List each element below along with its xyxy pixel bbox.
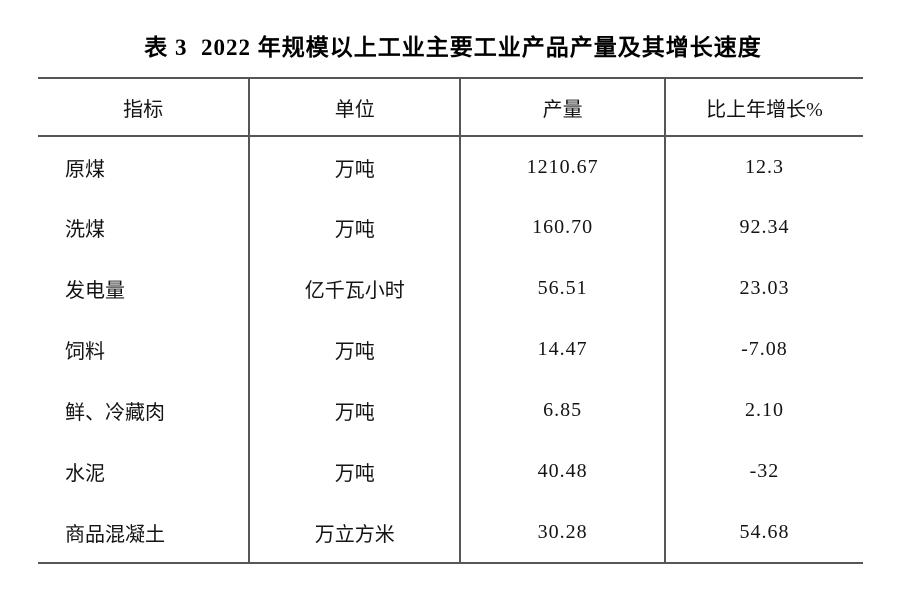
unit-cell: 万吨 bbox=[248, 136, 461, 197]
table-row: 商品混凝土 万立方米 30.28 54.68 bbox=[38, 502, 863, 563]
table-body: 原煤 万吨 1210.67 12.3 洗煤 万吨 160.70 92.34 发电… bbox=[38, 136, 863, 563]
growth-cell: 23.03 bbox=[663, 258, 863, 319]
output-cell: 40.48 bbox=[459, 441, 665, 502]
indicator-cell: 水泥 bbox=[65, 463, 105, 485]
unit-cell: 万吨 bbox=[248, 197, 461, 258]
unit-cell: 万吨 bbox=[248, 380, 461, 441]
unit-cell: 万吨 bbox=[248, 319, 461, 380]
growth-cell: -32 bbox=[663, 441, 863, 502]
column-header-unit: 单位 bbox=[248, 78, 461, 136]
industrial-products-table: 指标 单位 产量 比上年增长% 原煤 万吨 1210.67 12.3 洗煤 万吨… bbox=[38, 77, 863, 564]
output-cell: 6.85 bbox=[459, 380, 665, 441]
table-header: 指标 单位 产量 比上年增长% bbox=[38, 78, 863, 136]
header-row: 指标 单位 产量 比上年增长% bbox=[38, 78, 863, 136]
table-row: 水泥 万吨 40.48 -32 bbox=[38, 441, 863, 502]
indicator-cell: 洗煤 bbox=[65, 219, 105, 241]
unit-cell: 亿千瓦小时 bbox=[248, 258, 461, 319]
growth-cell: -7.08 bbox=[663, 319, 863, 380]
indicator-cell: 发电量 bbox=[65, 280, 125, 302]
indicator-cell: 原煤 bbox=[65, 158, 105, 181]
output-cell: 30.28 bbox=[459, 502, 665, 563]
table-row: 发电量 亿千瓦小时 56.51 23.03 bbox=[38, 258, 863, 319]
table-row: 饲料 万吨 14.47 -7.08 bbox=[38, 319, 863, 380]
table-row: 原煤 万吨 1210.67 12.3 bbox=[38, 136, 863, 197]
table-row: 洗煤 万吨 160.70 92.34 bbox=[38, 197, 863, 258]
indicator-cell: 鲜、冷藏肉 bbox=[65, 402, 165, 424]
output-cell: 160.70 bbox=[459, 197, 665, 258]
unit-cell: 万立方米 bbox=[248, 502, 461, 563]
indicator-cell: 饲料 bbox=[65, 341, 105, 363]
output-cell: 14.47 bbox=[459, 319, 665, 380]
output-cell: 1210.67 bbox=[459, 136, 665, 197]
growth-cell: 2.10 bbox=[663, 380, 863, 441]
table-row: 鲜、冷藏肉 万吨 6.85 2.10 bbox=[38, 380, 863, 441]
growth-cell: 92.34 bbox=[663, 197, 863, 258]
output-cell: 56.51 bbox=[459, 258, 665, 319]
unit-cell: 万吨 bbox=[248, 441, 461, 502]
growth-cell: 12.3 bbox=[663, 136, 863, 197]
column-header-indicator: 指标 bbox=[123, 98, 164, 121]
column-header-growth: 比上年增长% bbox=[663, 78, 863, 136]
table-title: 表 3 2022 年规模以上工业主要工业产品产量及其增长速度 bbox=[144, 35, 762, 60]
column-header-output: 产量 bbox=[459, 78, 665, 136]
indicator-cell: 商品混凝土 bbox=[65, 523, 165, 546]
growth-cell: 54.68 bbox=[663, 502, 863, 563]
